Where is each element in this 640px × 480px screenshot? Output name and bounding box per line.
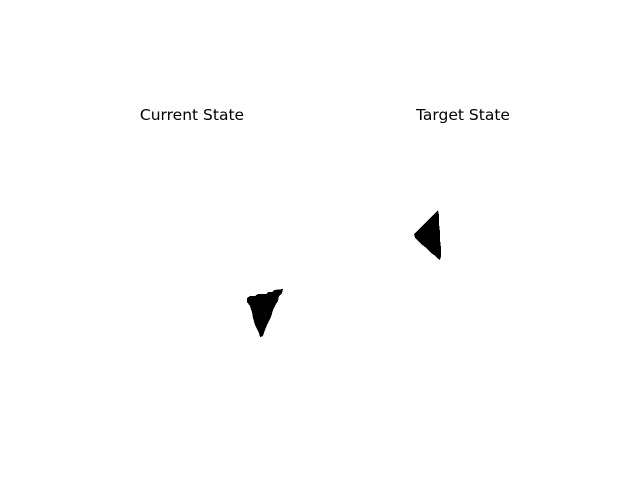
current-state-title: Current State <box>139 106 245 124</box>
target-state-triangle <box>414 210 441 260</box>
target-state-title: Target State <box>416 106 510 124</box>
current-state-triangle[interactable] <box>247 289 283 337</box>
